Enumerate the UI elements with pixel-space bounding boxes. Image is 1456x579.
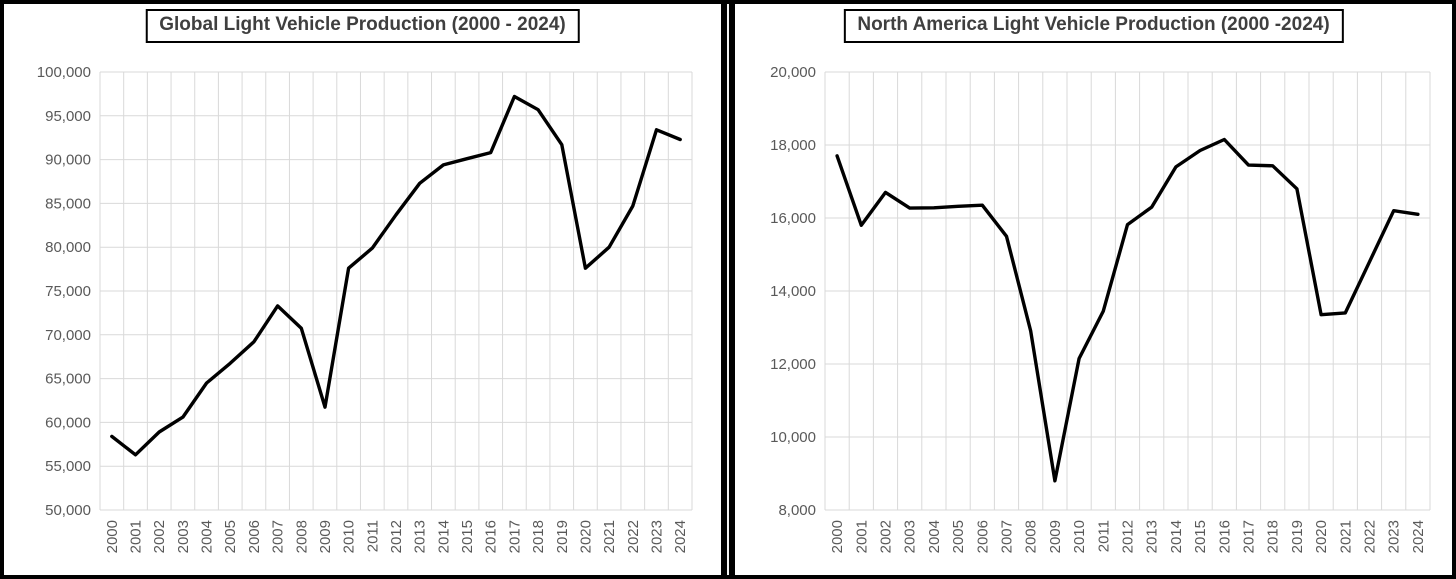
y-tick-label: 14,000: [770, 283, 816, 300]
x-tick-label: 2007: [270, 520, 287, 553]
y-tick-label: 8,000: [778, 502, 816, 519]
x-tick-label: 2003: [902, 520, 919, 553]
x-tick-label: 2000: [829, 520, 846, 553]
x-tick-label: 2000: [104, 520, 121, 553]
x-tick-label: 2015: [459, 520, 476, 553]
x-tick-label: 2008: [293, 520, 310, 553]
chart-title-global: Global Light Vehicle Production (2000 - …: [145, 9, 580, 43]
y-tick-label: 50,000: [45, 502, 91, 519]
y-tick-label: 95,000: [45, 108, 91, 125]
x-tick-label: 2008: [1023, 520, 1040, 553]
x-tick-label: 2017: [1241, 520, 1258, 553]
x-tick-label: 2019: [554, 520, 571, 553]
horizontal-gridlines: [825, 71, 1430, 511]
y-tick-label: 100,000: [37, 64, 91, 81]
x-tick-label: 2023: [648, 520, 665, 553]
x-tick-label: 2006: [246, 520, 263, 553]
x-tick-label: 2022: [625, 520, 642, 553]
x-tick-label: 2012: [388, 520, 405, 553]
global-line-chart: 50,000 55,000 60,000 65,000 70,000 75,000 80,0…: [37, 64, 693, 553]
y-tick-label: 10,000: [770, 429, 816, 446]
x-tick-label: 2022: [1362, 520, 1379, 553]
y-tick-label: 60,000: [45, 414, 91, 431]
y-tick-label: 20,000: [770, 64, 816, 81]
y-tick-label: 85,000: [45, 195, 91, 212]
y-tick-label: 75,000: [45, 283, 91, 300]
x-tick-label: 2009: [1047, 520, 1064, 553]
x-tick-label: 2018: [1265, 520, 1282, 553]
x-tick-label: 2024: [672, 520, 689, 553]
x-axis-tick-labels: 2000 2001 2002 2003 2004 2005 2006 2007 2008 2009…: [829, 520, 1427, 553]
x-tick-label: 2019: [1289, 520, 1306, 553]
y-tick-label: 70,000: [45, 327, 91, 344]
global-chart-panel: 50,000 55,000 60,000 65,000 70,000 75,000 80,0…: [4, 4, 721, 575]
x-tick-label: 2021: [1337, 520, 1354, 553]
x-tick-label: 2003: [175, 520, 192, 553]
x-tick-label: 2013: [412, 520, 429, 553]
x-tick-label: 2009: [317, 520, 334, 553]
x-tick-label: 2004: [199, 520, 216, 553]
x-tick-label: 2010: [341, 520, 358, 553]
x-tick-label: 2014: [1168, 520, 1185, 553]
x-tick-label: 2013: [1144, 520, 1161, 553]
x-tick-label: 2001: [853, 520, 870, 553]
x-tick-label: 2011: [364, 520, 381, 552]
north-america-line-chart: 8,000 10,000 12,000 14,000 16,000 18,000 20,00…: [770, 64, 1431, 553]
panel-divider: [721, 4, 735, 575]
x-tick-label: 2020: [577, 520, 594, 553]
x-tick-label: 2006: [974, 520, 991, 553]
x-axis-tick-labels: 2000 2001 2002 2003 2004 2005 2006 2007 2008 2009…: [104, 520, 689, 553]
x-tick-label: 2024: [1410, 520, 1427, 553]
x-tick-label: 2017: [506, 520, 523, 553]
horizontal-gridlines: [100, 71, 692, 511]
x-tick-label: 2010: [1071, 520, 1088, 553]
x-tick-label: 2016: [1216, 520, 1233, 553]
x-tick-label: 2005: [950, 520, 967, 553]
x-tick-label: 2021: [601, 520, 618, 553]
y-tick-label: 12,000: [770, 356, 816, 373]
x-tick-label: 2011: [1095, 520, 1112, 552]
x-tick-label: 2020: [1313, 520, 1330, 553]
x-tick-label: 2012: [1120, 520, 1137, 553]
y-axis-tick-labels: 50,000 55,000 60,000 65,000 70,000 75,000 80,0…: [37, 64, 91, 519]
x-tick-label: 2016: [483, 520, 500, 553]
x-tick-label: 2002: [151, 520, 168, 553]
y-tick-label: 80,000: [45, 239, 91, 256]
x-tick-label: 2002: [878, 520, 895, 553]
x-tick-label: 2015: [1192, 520, 1209, 553]
x-tick-label: 2023: [1386, 520, 1403, 553]
y-axis-tick-labels: 8,000 10,000 12,000 14,000 16,000 18,000 20,00…: [770, 64, 816, 519]
y-tick-label: 65,000: [45, 371, 91, 388]
x-tick-label: 2004: [926, 520, 943, 553]
y-tick-label: 55,000: [45, 458, 91, 475]
chart-title-north-america: North America Light Vehicle Production (…: [843, 9, 1344, 43]
y-tick-label: 18,000: [770, 137, 816, 154]
x-tick-label: 2014: [435, 520, 452, 553]
x-tick-label: 2005: [222, 520, 239, 553]
north-america-chart-panel: 8,000 10,000 12,000 14,000 16,000 18,000 20,00…: [735, 4, 1452, 575]
x-tick-label: 2018: [530, 520, 547, 553]
y-tick-label: 90,000: [45, 152, 91, 169]
x-tick-label: 2001: [128, 520, 145, 553]
production-series-line: [110, 94, 682, 457]
y-tick-label: 16,000: [770, 210, 816, 227]
x-tick-label: 2007: [999, 520, 1016, 553]
production-series-line: [835, 137, 1420, 483]
